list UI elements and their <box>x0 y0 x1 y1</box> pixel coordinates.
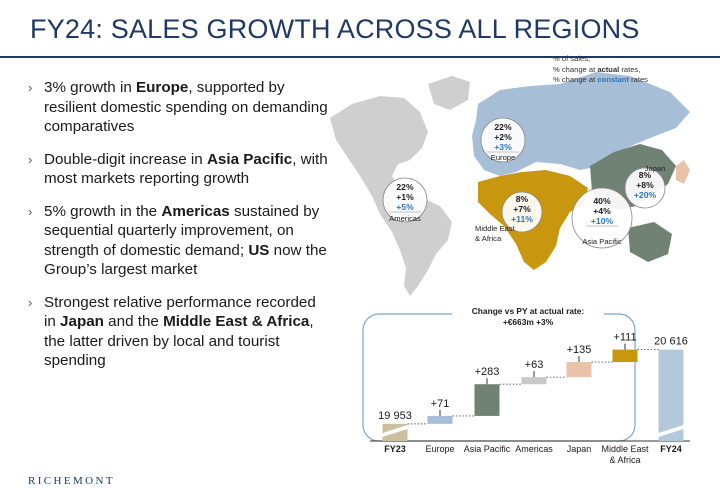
bar-step-rect <box>612 349 638 363</box>
bullet-1: › 3% growth in Europe, supported by resil… <box>28 78 328 137</box>
bullet-text: Asia Pacific <box>206 150 293 168</box>
bullet-text: now the Group’s largest market <box>44 241 327 279</box>
legend-line-3: % change at constant rates <box>553 75 648 85</box>
bullet-text: Europe <box>136 79 189 96</box>
bar-step-rect <box>566 362 592 378</box>
bullet-text: Double-digit increase in <box>44 150 207 168</box>
axis-break <box>658 425 684 437</box>
chart-title-bg <box>452 304 604 328</box>
bullet-text: US <box>248 241 270 259</box>
category-label: Asia Pacific <box>464 444 511 454</box>
bar-step-middle-east-africa: +111 <box>612 332 638 363</box>
bullet-marker: › <box>28 151 33 167</box>
category-label: Americas <box>515 444 553 454</box>
bullet-marker: › <box>28 294 33 310</box>
category-label: & Africa <box>609 455 640 465</box>
bullet-text: and the <box>103 313 164 330</box>
chart-title: Change vs PY at actual rate: <box>472 306 585 316</box>
bar-start-value: 19 953 <box>378 410 412 422</box>
bar-step-europe: +71 <box>427 398 453 424</box>
bar-step-rect <box>521 377 547 385</box>
bullet-text: Strongest relative performance recorded … <box>44 293 316 331</box>
category-label: FY23 <box>384 444 406 454</box>
bullet-text: , the latter driven by local and tourist… <box>44 313 314 369</box>
bar-end-value: 20 616 <box>654 336 688 348</box>
bullet-4: › Strongest relative performance recorded… <box>28 293 328 371</box>
bar-start: 19 953 <box>378 410 412 441</box>
axis-break <box>382 425 408 437</box>
page-title: FY24: SALES GROWTH ACROSS ALL REGIONS <box>30 14 640 44</box>
bullet-text: Japan <box>60 313 104 330</box>
bullet-text: 3% growth in <box>44 79 137 96</box>
category-label: FY24 <box>660 444 682 454</box>
bullet-2: › Double-digit increase in Asia Pacific, … <box>28 150 328 189</box>
bar-step-americas: +63 <box>521 359 547 385</box>
category-label: Japan <box>567 444 592 454</box>
bar-step-value: +63 <box>525 359 544 371</box>
chart-subtitle: +€663m +3% <box>503 317 554 327</box>
bullet-text: sustained by sequential quarterly improv… <box>44 202 320 259</box>
bar-step-asia-pacific: +283 <box>474 366 500 416</box>
bar-step-value: +283 <box>475 366 500 378</box>
bar-step-rect <box>474 384 500 416</box>
bar-step-value: +135 <box>567 344 592 356</box>
bullet-3: › 5% growth in the Americas sustained by … <box>28 202 328 280</box>
bullet-list: › 3% growth in Europe, supported by resil… <box>28 78 328 384</box>
bullet-text: Americas <box>161 202 230 220</box>
legend-line-2: % change at actual rates, <box>553 64 641 74</box>
bar-step-rect <box>427 415 453 424</box>
bullet-text: , with most markets reporting growth <box>44 150 328 188</box>
bullet-text: 5% growth in the <box>44 202 162 220</box>
category-label: Middle East <box>601 444 649 454</box>
richemont-logo: RICHEMONT <box>28 475 115 487</box>
map-legend: % of sales, % change at actual rates, % … <box>553 54 648 86</box>
bullet-text: , supported by resilient domestic spendi… <box>44 79 328 135</box>
title-rule <box>0 56 720 58</box>
bar-step-japan: +135 <box>566 344 592 378</box>
bar-end: 20 616 <box>654 336 688 441</box>
bar-step-value: +71 <box>431 398 450 410</box>
bar-end-rect <box>658 349 684 441</box>
legend-line-1: % of sales, <box>553 54 591 63</box>
bullet-marker: › <box>28 80 33 95</box>
bar-step-value: +111 <box>613 332 636 344</box>
category-label: Europe <box>425 444 454 454</box>
bullet-marker: › <box>28 203 33 219</box>
bullet-text: Middle East & Africa <box>163 313 310 330</box>
